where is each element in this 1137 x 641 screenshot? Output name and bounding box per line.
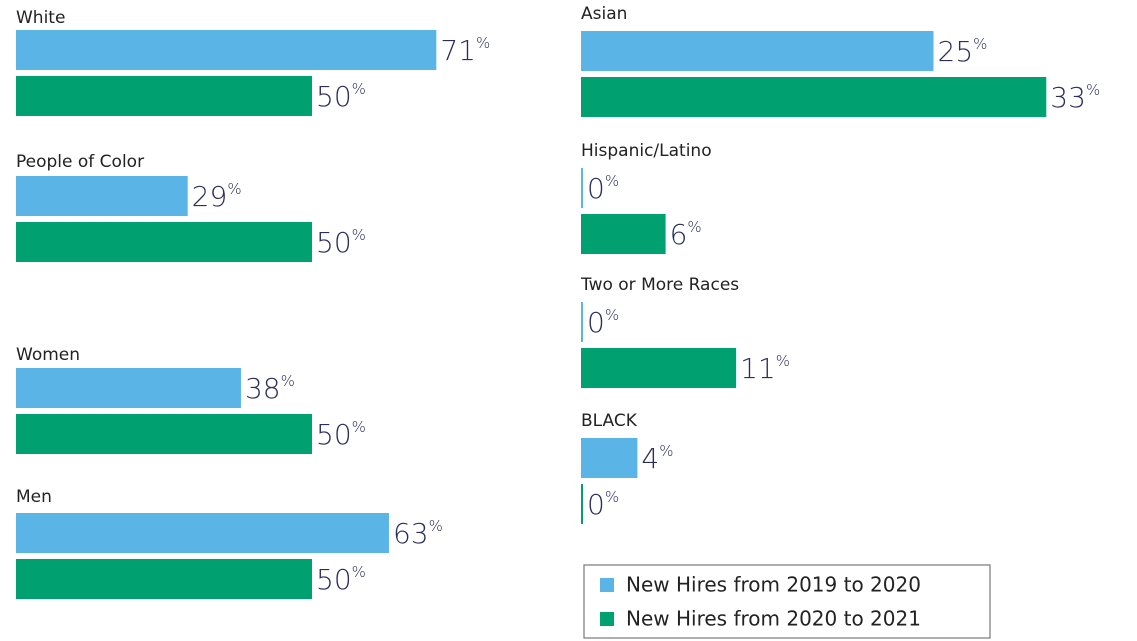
value-label: 11%: [740, 352, 790, 386]
bar: [581, 348, 737, 388]
bar: [16, 176, 188, 216]
value-label: 71%: [440, 34, 490, 68]
value-label: 33%: [1050, 81, 1100, 115]
bar: [581, 168, 583, 208]
bar: [16, 30, 437, 70]
bar: [581, 302, 583, 342]
value-label: 38%: [245, 372, 295, 406]
value-label: 0%: [587, 488, 619, 522]
value-label: 6%: [670, 218, 702, 252]
value-label: 4%: [641, 442, 673, 476]
value-label: 50%: [316, 418, 366, 452]
value-label: 0%: [587, 172, 619, 206]
value-label: 63%: [393, 517, 443, 551]
legend-label: New Hires from 2019 to 2020: [626, 573, 921, 597]
bar: [16, 513, 389, 553]
value-label: 50%: [316, 563, 366, 597]
bar: [16, 222, 312, 262]
category-label: People of Color: [16, 152, 144, 172]
value-label: 25%: [938, 35, 988, 69]
value-label: 0%: [587, 306, 619, 340]
legend-label: New Hires from 2020 to 2021: [626, 607, 921, 631]
category-label: Asian: [581, 4, 627, 24]
bar: [16, 76, 312, 116]
bar: [581, 31, 934, 71]
bar: [581, 484, 583, 524]
category-label: Men: [16, 487, 52, 507]
bar: [16, 368, 241, 408]
category-label: Hispanic/Latino: [581, 141, 712, 161]
legend-swatch: [600, 578, 614, 592]
bar: [581, 214, 666, 254]
bar: [581, 77, 1047, 117]
category-label: Two or More Races: [580, 275, 739, 295]
bar: [581, 438, 638, 478]
legend-box: [583, 564, 991, 639]
category-label: BLACK: [581, 411, 638, 431]
category-label: Women: [16, 345, 80, 365]
category-label: White: [16, 8, 65, 28]
value-label: 29%: [192, 180, 242, 214]
bar: [16, 414, 312, 454]
value-label: 50%: [316, 80, 366, 114]
legend-swatch: [600, 612, 614, 626]
value-label: 50%: [316, 226, 366, 260]
bar: [16, 559, 312, 599]
